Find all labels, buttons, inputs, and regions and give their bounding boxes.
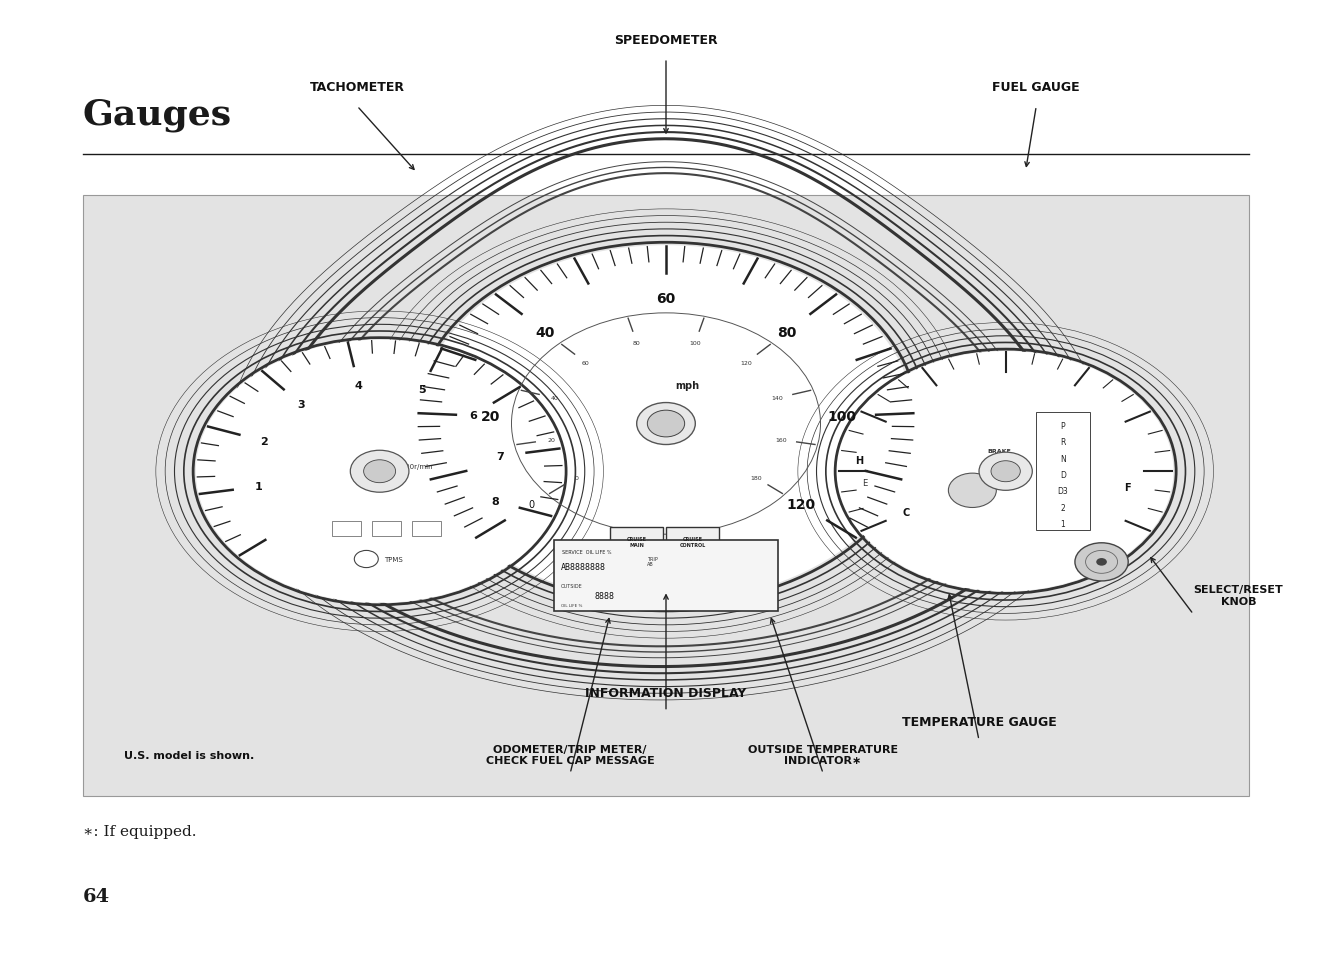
Circle shape <box>1075 543 1128 581</box>
Text: OUTSIDE TEMPERATURE
INDICATOR∗: OUTSIDE TEMPERATURE INDICATOR∗ <box>749 744 898 765</box>
Text: 3: 3 <box>297 399 305 410</box>
FancyBboxPatch shape <box>610 527 663 558</box>
Text: OUTSIDE: OUTSIDE <box>561 583 582 589</box>
Text: AB8888888: AB8888888 <box>561 562 606 572</box>
Circle shape <box>1096 558 1107 566</box>
Text: ODOMETER/TRIP METER/
CHECK FUEL CAP MESSAGE: ODOMETER/TRIP METER/ CHECK FUEL CAP MESS… <box>486 744 654 765</box>
Text: 180: 180 <box>750 476 762 480</box>
Text: mph: mph <box>675 381 699 391</box>
Text: 20: 20 <box>481 410 500 424</box>
Circle shape <box>948 474 996 508</box>
Text: 8: 8 <box>492 497 498 507</box>
Circle shape <box>991 461 1020 482</box>
Text: 60: 60 <box>657 292 675 305</box>
Text: 140: 140 <box>771 396 783 401</box>
Text: SERVICE  OIL LIFE %: SERVICE OIL LIFE % <box>562 549 611 555</box>
Text: SPEEDOMETER: SPEEDOMETER <box>614 33 718 47</box>
Circle shape <box>637 403 695 445</box>
Circle shape <box>979 453 1032 491</box>
Circle shape <box>647 411 685 437</box>
Text: 6: 6 <box>470 411 477 420</box>
Text: 5: 5 <box>418 384 425 395</box>
Text: E: E <box>862 478 867 488</box>
Text: TPMS: TPMS <box>384 557 402 562</box>
Text: F: F <box>1124 482 1131 492</box>
Text: 0: 0 <box>529 500 534 510</box>
FancyBboxPatch shape <box>554 540 778 612</box>
Text: P: P <box>1060 421 1066 431</box>
Text: H: H <box>855 456 863 465</box>
Text: C: C <box>903 508 910 517</box>
Text: U.S. model is shown.: U.S. model is shown. <box>124 750 254 760</box>
Text: CRUISE
MAIN: CRUISE MAIN <box>626 537 647 548</box>
Text: INFORMATION DISPLAY: INFORMATION DISPLAY <box>585 686 747 700</box>
Text: 160: 160 <box>775 437 787 443</box>
Text: 2: 2 <box>261 436 268 447</box>
Text: FUEL GAUGE: FUEL GAUGE <box>992 81 1080 94</box>
Circle shape <box>350 451 409 493</box>
Text: TACHOMETER: TACHOMETER <box>309 81 405 94</box>
Circle shape <box>417 246 915 602</box>
Text: 1: 1 <box>254 482 262 492</box>
Circle shape <box>196 340 563 603</box>
Text: 80: 80 <box>633 340 641 345</box>
Text: CRUISE
CONTROL: CRUISE CONTROL <box>679 537 706 548</box>
Text: x1000r/min: x1000r/min <box>393 464 433 470</box>
Text: 120: 120 <box>786 498 815 512</box>
FancyBboxPatch shape <box>83 195 1249 796</box>
Text: 1: 1 <box>1060 519 1066 529</box>
Text: 7: 7 <box>497 452 505 461</box>
Text: ∗: If equipped.: ∗: If equipped. <box>83 824 196 838</box>
Text: 64: 64 <box>83 887 109 904</box>
Text: 100: 100 <box>690 340 701 345</box>
Text: 4: 4 <box>354 380 362 391</box>
Text: 80: 80 <box>777 326 797 339</box>
Circle shape <box>838 352 1173 592</box>
Text: km/h: km/h <box>650 415 669 424</box>
Text: 40: 40 <box>550 396 558 401</box>
Text: 2: 2 <box>1060 503 1066 512</box>
Text: D3: D3 <box>1058 487 1068 496</box>
Text: TEMPERATURE GAUGE: TEMPERATURE GAUGE <box>902 715 1056 728</box>
FancyBboxPatch shape <box>1036 413 1090 531</box>
Text: 120: 120 <box>741 360 753 366</box>
Text: BRAKE: BRAKE <box>987 448 1011 454</box>
Circle shape <box>364 460 396 483</box>
Text: 20: 20 <box>547 437 555 443</box>
Text: 8888: 8888 <box>594 591 614 600</box>
FancyBboxPatch shape <box>666 527 719 558</box>
Text: OIL LIFE %: OIL LIFE % <box>561 603 582 607</box>
Text: 60: 60 <box>582 360 590 366</box>
Text: D: D <box>1060 471 1066 479</box>
Text: SELECT/RESET
KNOB: SELECT/RESET KNOB <box>1193 585 1283 606</box>
Text: N: N <box>1060 455 1066 463</box>
Text: Gauges: Gauges <box>83 97 232 132</box>
Text: 0: 0 <box>574 476 578 480</box>
Text: R: R <box>1060 437 1066 447</box>
Text: 40: 40 <box>535 326 555 339</box>
Text: TRIP
AB: TRIP AB <box>647 556 658 567</box>
Text: 100: 100 <box>827 410 856 424</box>
